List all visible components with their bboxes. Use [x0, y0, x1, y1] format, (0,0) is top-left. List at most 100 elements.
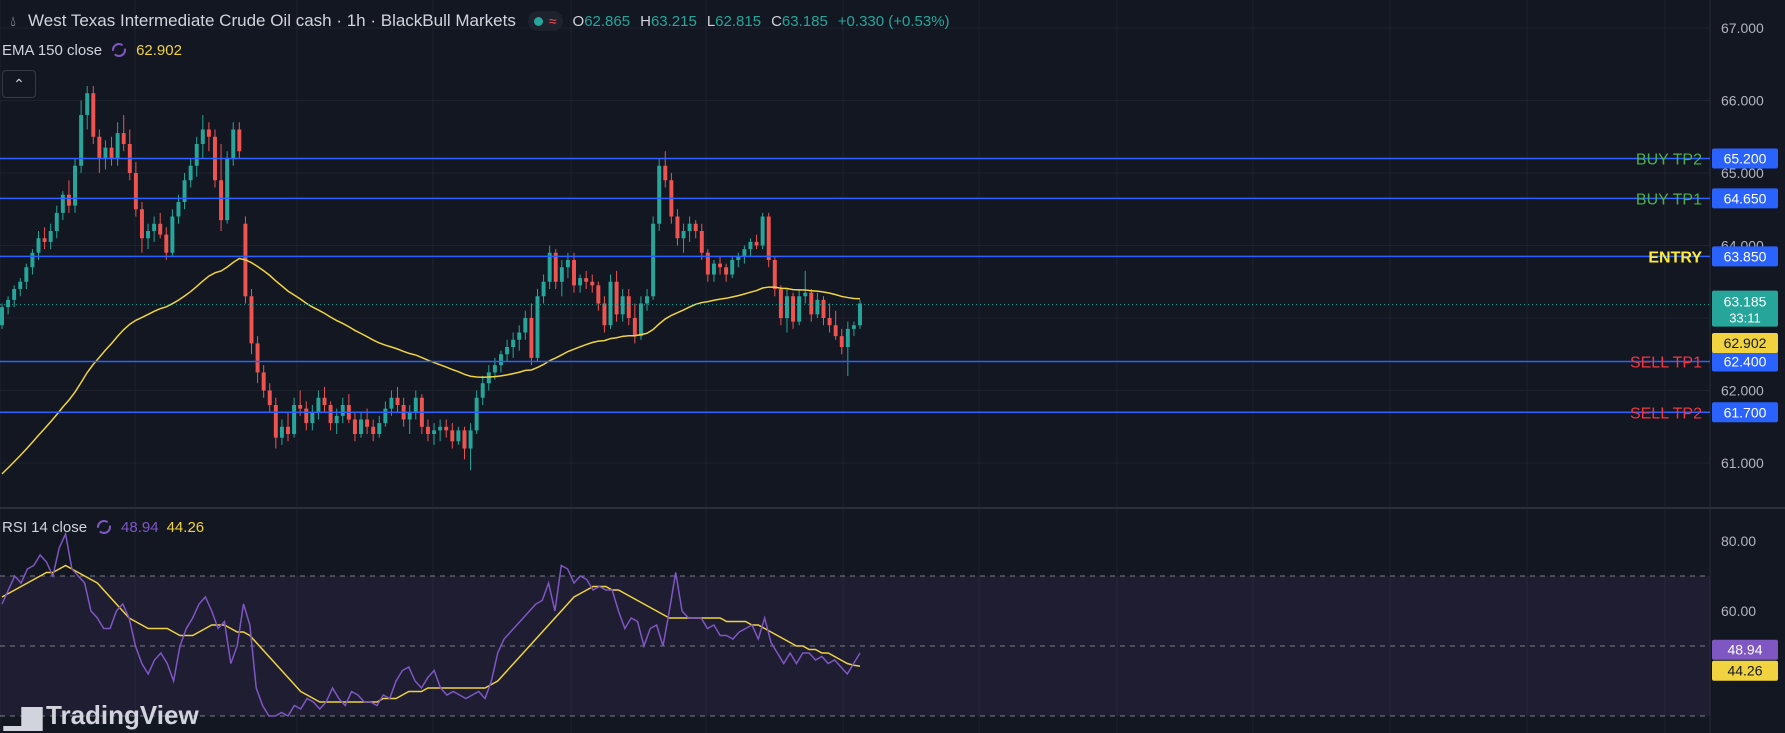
rsi-value-label: 48.94 [1727, 642, 1762, 658]
candle-body [340, 405, 345, 416]
ema-price-label: 62.902 [1724, 335, 1767, 351]
candle-body [711, 263, 716, 275]
source-cycle-icon[interactable] [110, 41, 128, 59]
candle-body [815, 299, 820, 315]
candle-body [851, 325, 856, 329]
rsi-source-cycle-icon[interactable] [95, 518, 113, 536]
candle-body [730, 260, 735, 275]
oil-drop-icon: 💧︎ [10, 12, 16, 29]
countdown-label: 33:11 [1729, 311, 1761, 326]
collapse-legend-button[interactable]: ⌃ [2, 70, 36, 98]
candle-body [170, 216, 175, 253]
candle-body [194, 144, 199, 166]
candle-body [188, 165, 193, 181]
level-price-badge [1712, 246, 1778, 267]
candle-body [486, 372, 491, 384]
rsi-line [1, 531, 861, 718]
candle-body [444, 426, 449, 431]
candle-body [182, 180, 187, 202]
candle-body [535, 296, 540, 358]
candle-body [18, 281, 23, 289]
rsi-label: RSI 14 close [2, 518, 88, 536]
candle-body [517, 332, 522, 340]
high-label: H [640, 12, 651, 30]
candle-body [97, 136, 102, 159]
candle-body [438, 426, 443, 431]
candle-body [456, 430, 461, 442]
candle-body [663, 165, 668, 181]
candle-body [845, 328, 850, 347]
candle-body [286, 426, 290, 434]
market-open-dot-icon [533, 16, 543, 26]
candle-body [225, 158, 230, 221]
candle-body [681, 231, 686, 239]
brand-name: TradingView [46, 700, 199, 730]
candle-body [766, 216, 771, 260]
level-label[interactable]: BUY TP1 [1636, 191, 1702, 208]
candle-body [328, 405, 333, 424]
level-label[interactable]: ENTRY [1648, 249, 1702, 266]
candle-body [499, 354, 503, 366]
candle-body [724, 267, 729, 275]
level-price-label: 64.650 [1724, 190, 1767, 206]
symbol-title[interactable]: West Texas Intermediate Crude Oil cash ·… [28, 11, 516, 30]
level-price-label: 65.200 [1724, 151, 1767, 167]
level-price-label: 61.700 [1724, 404, 1767, 420]
open-value: 62.865 [584, 12, 631, 30]
candle-body [133, 173, 138, 210]
candle-body [152, 223, 157, 231]
high-value: 63.215 [650, 12, 697, 30]
change-value: +0.330 (+0.53%) [837, 12, 950, 30]
candle-body [547, 252, 552, 282]
candle-body [772, 260, 777, 289]
open-label: O [572, 12, 585, 30]
close-label: C [771, 12, 782, 30]
candle-body [596, 285, 601, 304]
candle-body [468, 430, 473, 449]
rsi-legend[interactable]: RSI 14 close 48.94 44.26 [2, 518, 204, 536]
candle-body [620, 296, 625, 315]
candle-body [511, 339, 516, 347]
candle-body [352, 419, 357, 434]
market-status[interactable]: ≈ [527, 11, 563, 31]
low-value: 62.815 [715, 12, 762, 30]
candle-body [699, 231, 704, 253]
price-tick-label: 66.000 [1721, 93, 1764, 109]
candle-body [821, 299, 826, 318]
candle-body [176, 202, 181, 217]
chevron-up-icon: ⌃ [13, 75, 25, 92]
candle-body [249, 296, 254, 344]
candle-body [718, 263, 723, 268]
candle-body [803, 292, 808, 297]
current-price-label: 63.185 [1724, 294, 1767, 310]
ohlc-legend: O62.865 H63.215 L62.815 C63.185 +0.330 (… [573, 13, 950, 30]
level-price-label: 63.850 [1724, 248, 1767, 264]
candle-body [462, 430, 467, 449]
candle-body [839, 336, 844, 347]
tradingview-logo[interactable]: ▁▆ TradingView [4, 700, 199, 731]
candle-body [693, 223, 698, 231]
ema-legend[interactable]: EMA 150 close 62.902 [2, 41, 182, 59]
candle-body [292, 405, 297, 434]
candle-body [705, 252, 710, 275]
candle-body [505, 347, 510, 355]
candle-body [219, 180, 224, 221]
candle-body [425, 426, 430, 434]
candle-body [36, 238, 41, 253]
candle-body [742, 249, 747, 257]
candle-body [115, 133, 120, 159]
candle-body [109, 147, 114, 159]
chart-header: 💧︎ West Texas Intermediate Crude Oil cas… [0, 8, 950, 34]
candle-body [121, 133, 126, 144]
candle-body [6, 299, 11, 308]
candle-body [778, 289, 783, 318]
candle-body [413, 397, 418, 413]
candle-body [359, 419, 363, 434]
candle-body [103, 147, 108, 159]
level-label[interactable]: SELL TP2 [1630, 405, 1702, 422]
level-label[interactable]: BUY TP2 [1636, 152, 1702, 169]
candle-body [614, 281, 619, 315]
level-label[interactable]: SELL TP1 [1630, 355, 1702, 372]
candle-body [432, 430, 437, 434]
